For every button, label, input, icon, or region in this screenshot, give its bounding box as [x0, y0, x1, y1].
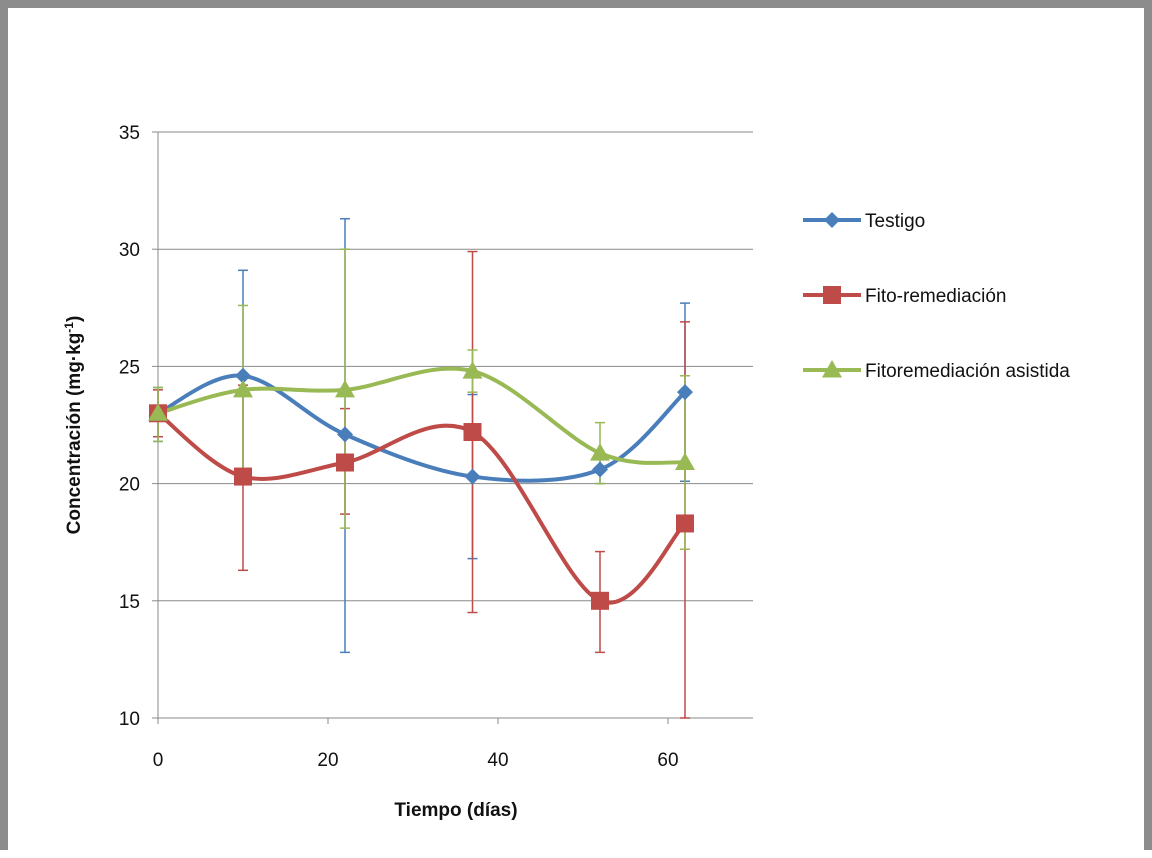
series-2-point-1: [234, 467, 252, 486]
chart-svg: 10 15 20 25 30 35 0 20 40 60 Tiempo (días) Concen…: [62, 123, 1070, 821]
series-2-point-5: [676, 514, 694, 533]
legend-label-1: Testigo: [865, 211, 925, 232]
series-2-point-4: [591, 591, 609, 610]
series-1-point-3: [464, 468, 481, 485]
series-1-point-2: [337, 426, 353, 443]
x-tick-label-0: 0: [153, 750, 164, 771]
series-2-point-3: [463, 423, 482, 442]
y-tick-label-15: 15: [119, 592, 140, 613]
series-1-point-1: [235, 367, 251, 384]
series-3-line: [157, 366, 686, 465]
legend-marker-1: [824, 212, 840, 228]
y-axis-title-sup: -1: [62, 322, 76, 333]
series-3-point-5: [675, 452, 695, 471]
x-tick-label-60: 60: [657, 750, 678, 771]
x-tick-label-20: 20: [317, 750, 338, 771]
y-axis-title: Concentración (mg·kg-1): [62, 316, 85, 535]
legend-label-2: Fito-remediación: [865, 286, 1007, 307]
y-axis-title-main: Concentración (mg·kg: [64, 333, 85, 535]
y-tick-label-25: 25: [119, 357, 140, 378]
error-bars: [153, 217, 690, 719]
series-3-point-3: [462, 361, 483, 379]
series-3-point-1: [233, 379, 253, 398]
legend-label-3: Fitoremediación asistida: [865, 361, 1070, 382]
x-tick-label-40: 40: [487, 750, 508, 771]
legend: Testigo Fito-remediación Fitoremediación a…: [803, 211, 1070, 382]
y-tick-label-30: 30: [119, 240, 140, 261]
series-2-line: [156, 411, 687, 605]
x-axis-title: Tiempo (días): [394, 800, 517, 821]
legend-marker-3: [822, 360, 842, 378]
series-1-point-4: [592, 461, 608, 478]
series-2-point-2: [336, 453, 354, 472]
axis-titles: Tiempo (días) Concentración (mg·kg-1): [62, 316, 518, 821]
y-tick-label-20: 20: [119, 475, 140, 496]
series-3-point-0: [148, 403, 168, 421]
series-1-point-5: [677, 384, 693, 401]
y-tick-label-35: 35: [119, 123, 140, 144]
legend-marker-2: [823, 286, 841, 304]
series-3-point-2: [335, 379, 355, 398]
y-tick-label-10: 10: [119, 709, 140, 730]
axes: [152, 131, 753, 724]
series-markers: [148, 361, 695, 610]
series-lines: [156, 366, 687, 605]
tick-labels: 10 15 20 25 30 35 0 20 40 60: [119, 123, 679, 771]
series-3-point-4: [590, 443, 610, 461]
y-axis-title-tail: ): [64, 316, 85, 322]
